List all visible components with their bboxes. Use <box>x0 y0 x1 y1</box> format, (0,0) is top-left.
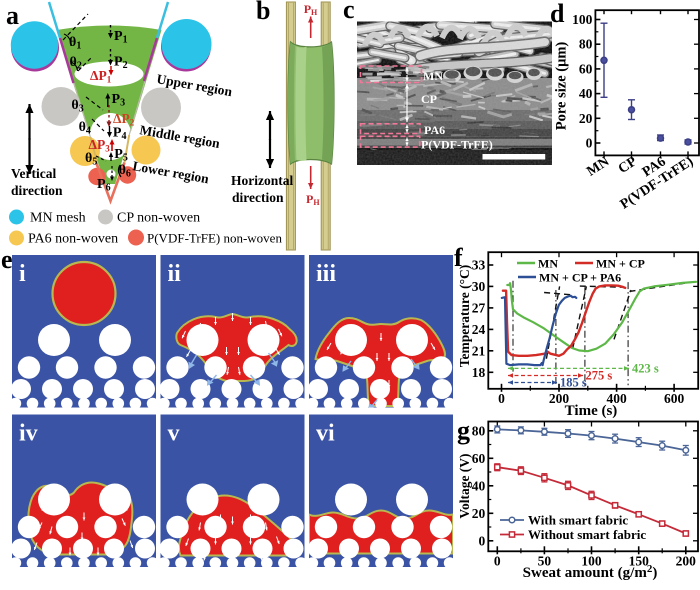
svg-text:MN mesh: MN mesh <box>30 211 86 226</box>
svg-text:PA6: PA6 <box>424 123 445 137</box>
svg-text:Pore size (μm): Pore size (μm) <box>554 42 570 131</box>
svg-text:MN + CP + PA6: MN + CP + PA6 <box>539 271 621 285</box>
svg-text:20: 20 <box>472 506 486 521</box>
svg-text:v: v <box>168 421 180 447</box>
svg-text:0: 0 <box>494 553 501 568</box>
svg-text:CP non-woven: CP non-woven <box>117 211 200 226</box>
svg-text:24: 24 <box>472 322 486 337</box>
svg-text:PA6 non-woven: PA6 non-woven <box>28 232 118 247</box>
svg-text:iv: iv <box>19 421 38 447</box>
svg-text:direction: direction <box>11 183 63 198</box>
svg-text:d: d <box>550 0 565 28</box>
svg-text:Horizontal: Horizontal <box>231 173 293 188</box>
svg-text:b: b <box>256 0 270 25</box>
svg-text:ii: ii <box>168 261 182 287</box>
svg-text:18: 18 <box>472 365 486 380</box>
svg-text:80: 80 <box>579 37 593 52</box>
svg-text:MN + CP: MN + CP <box>596 257 645 271</box>
svg-text:60: 60 <box>579 61 593 76</box>
svg-text:direction: direction <box>232 190 284 205</box>
svg-text:Without smart fabric: Without smart fabric <box>528 527 646 542</box>
svg-text:a: a <box>6 1 19 30</box>
svg-text:Sweat amount (g/m2): Sweat amount (g/m2) <box>523 563 658 581</box>
svg-text:33: 33 <box>472 258 486 273</box>
svg-text:MN: MN <box>423 69 443 83</box>
svg-text:i: i <box>19 261 26 287</box>
svg-text:21: 21 <box>472 343 486 358</box>
svg-text:600: 600 <box>664 391 685 406</box>
svg-text:Vertical: Vertical <box>11 166 56 181</box>
svg-text:185 s: 185 s <box>560 376 587 390</box>
svg-text:Temperature (°C): Temperature (°C) <box>457 265 472 368</box>
svg-text:CP: CP <box>421 92 437 106</box>
svg-text:80: 80 <box>472 423 486 438</box>
svg-text:40: 40 <box>579 86 593 101</box>
svg-text:100: 100 <box>572 12 593 27</box>
svg-text:30: 30 <box>472 279 486 294</box>
svg-text:With smart fabric: With smart fabric <box>528 513 628 528</box>
svg-text:Voltage (V): Voltage (V) <box>457 453 472 518</box>
svg-text:275 s: 275 s <box>586 369 613 383</box>
svg-text:P(VDF-TrFE): P(VDF-TrFE) <box>421 138 493 152</box>
svg-text:g: g <box>457 416 470 445</box>
svg-text:c: c <box>343 0 355 24</box>
svg-text:iii: iii <box>316 261 336 287</box>
svg-text:P(VDF-TrFE) non-woven: P(VDF-TrFE) non-woven <box>147 231 282 246</box>
svg-text:0: 0 <box>586 136 593 151</box>
svg-text:0: 0 <box>498 391 505 406</box>
svg-text:vi: vi <box>316 421 335 447</box>
svg-text:MN: MN <box>538 257 558 271</box>
svg-text:0: 0 <box>479 533 486 548</box>
svg-text:20: 20 <box>579 111 593 126</box>
svg-text:200: 200 <box>676 553 697 568</box>
svg-text:60: 60 <box>472 451 486 466</box>
svg-text:423 s: 423 s <box>632 362 659 376</box>
svg-text:40: 40 <box>472 478 486 493</box>
svg-text:Time (s): Time (s) <box>565 403 618 419</box>
svg-text:27: 27 <box>472 300 486 315</box>
svg-text:e: e <box>1 245 13 274</box>
